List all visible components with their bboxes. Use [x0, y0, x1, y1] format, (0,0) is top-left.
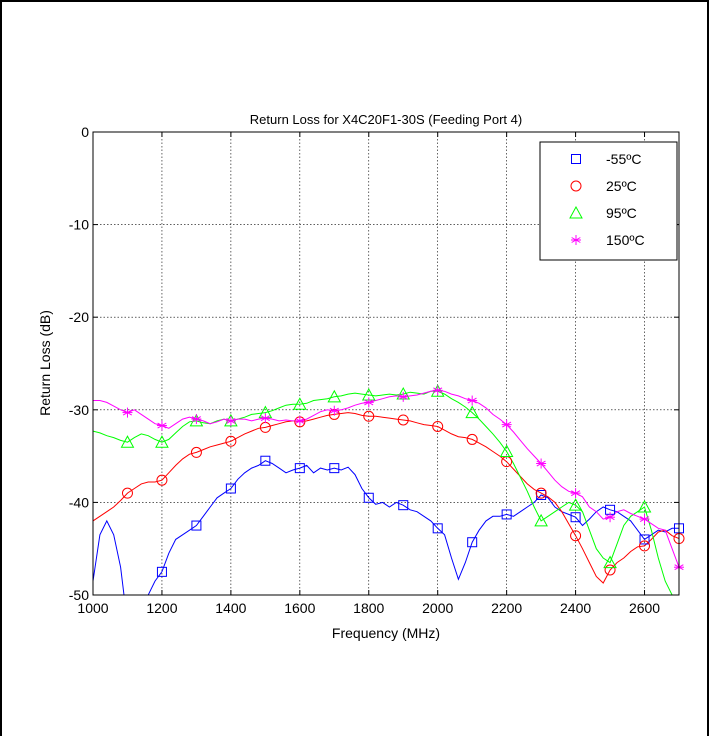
data-point-marker — [292, 397, 307, 410]
y-tick-label: -50 — [69, 587, 89, 603]
legend-marker — [570, 180, 582, 192]
data-point-marker — [155, 435, 169, 448]
data-point-marker — [363, 397, 374, 408]
x-tick-label: 1400 — [215, 600, 246, 616]
data-point-marker — [501, 419, 512, 430]
data-point-marker — [536, 458, 547, 469]
data-point-marker — [639, 534, 650, 545]
data-point-marker — [363, 492, 374, 503]
data-point-marker — [225, 483, 236, 494]
legend-label: -55ºC — [606, 151, 641, 167]
legend-label: 25ºC — [606, 178, 637, 194]
data-point-marker — [225, 435, 237, 447]
data-point-marker — [535, 487, 547, 499]
data-point-marker — [397, 414, 409, 426]
x-tick-label: 1800 — [353, 600, 384, 616]
data-point-marker — [534, 513, 548, 527]
data-point-marker — [432, 385, 443, 396]
data-point-marker — [432, 523, 443, 534]
x-tick-label: 2600 — [629, 600, 660, 616]
plot-border — [92, 131, 680, 596]
data-point-marker — [605, 512, 616, 523]
data-point-marker — [398, 500, 409, 511]
series-line — [93, 460, 679, 595]
data-point-marker — [120, 435, 135, 448]
data-point-marker — [190, 446, 202, 458]
data-point-marker — [225, 415, 236, 426]
data-point-marker — [260, 413, 271, 424]
x-tick-label: 1600 — [284, 600, 315, 616]
x-axis-label: Frequency (MHz) — [332, 625, 440, 641]
data-point-marker — [191, 414, 202, 425]
data-point-marker — [329, 405, 340, 416]
data-point-marker — [466, 433, 478, 445]
data-point-marker — [639, 540, 651, 552]
x-tick-label: 2400 — [560, 600, 591, 616]
data-point-marker — [603, 555, 617, 569]
legend-label: 150ºC — [606, 232, 645, 248]
legend-marker — [571, 235, 581, 245]
x-tick-label: 1200 — [146, 600, 177, 616]
data-point-marker — [499, 444, 514, 457]
y-tick-label: 0 — [81, 124, 89, 140]
y-tick-label: -30 — [69, 402, 89, 418]
data-point-marker — [122, 407, 133, 418]
data-point-marker — [568, 498, 583, 511]
data-point-marker — [294, 415, 305, 426]
data-point-marker — [260, 455, 271, 466]
data-point-marker — [398, 391, 409, 402]
data-point-marker — [121, 487, 133, 499]
data-point-marker — [570, 512, 581, 523]
x-tick-label: 2000 — [422, 600, 453, 616]
data-point-marker — [432, 420, 444, 432]
data-point-marker — [329, 463, 340, 474]
data-point-marker — [294, 463, 305, 474]
data-point-marker — [465, 405, 480, 419]
axis-ticks: 1000 1200 1400 1600 1800 2000 2200 2400 2600 0 -10… — [69, 124, 679, 616]
data-point-marker — [570, 488, 581, 499]
legend-box — [539, 141, 678, 261]
data-point-marker — [156, 566, 167, 577]
legend-marker — [571, 154, 581, 164]
x-tick-label: 1000 — [77, 600, 108, 616]
data-point-marker — [639, 514, 650, 525]
data-point-marker — [637, 499, 652, 513]
data-point-marker — [467, 537, 478, 548]
chart-title: Return Loss for X4C20F1-30S (Feeding Por… — [250, 112, 522, 127]
data-point-marker — [191, 520, 202, 531]
data-point-marker — [501, 509, 512, 520]
data-point-marker — [570, 530, 582, 542]
legend-label: 95ºC — [606, 205, 637, 221]
legend: -55ºC 25ºC 95ºC 150ºC — [539, 141, 678, 261]
y-tick-label: -10 — [69, 217, 89, 233]
series-line — [93, 389, 679, 568]
y-tick-label: -20 — [69, 309, 89, 325]
data-point-marker — [363, 410, 375, 422]
data-point-marker — [604, 564, 616, 576]
x-tick-label: 2200 — [491, 600, 522, 616]
y-tick-label: -40 — [69, 494, 89, 510]
y-axis-label: Return Loss (dB) — [37, 310, 53, 416]
data-point-marker — [156, 420, 167, 431]
series-line — [93, 412, 679, 584]
data-point-marker — [467, 395, 478, 406]
markers-group — [120, 384, 685, 577]
data-point-marker — [156, 474, 168, 486]
data-point-marker — [327, 389, 342, 403]
legend-marker — [569, 205, 583, 219]
